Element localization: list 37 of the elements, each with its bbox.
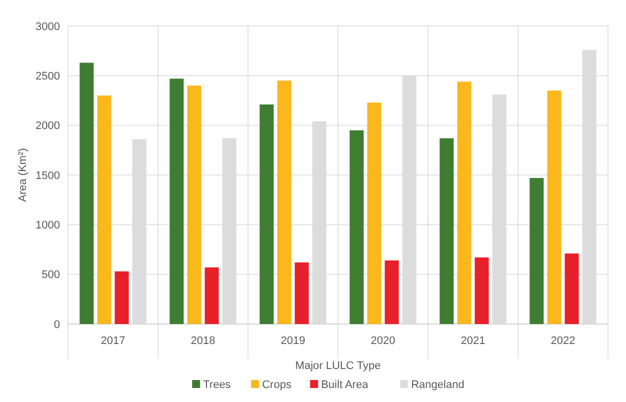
legend-label: Trees	[203, 379, 232, 391]
bar	[530, 178, 544, 324]
bar	[114, 271, 129, 324]
y-tick-label: 1500	[36, 170, 60, 182]
x-tick-label: 2018	[190, 335, 216, 347]
bar	[350, 130, 364, 324]
bar	[80, 62, 94, 324]
bar	[547, 90, 562, 324]
bar	[294, 262, 309, 324]
bar	[187, 86, 202, 324]
bar	[97, 96, 112, 324]
y-tick-label: 3000	[36, 20, 60, 33]
x-tick-label: 2017	[100, 335, 126, 347]
bar	[474, 257, 489, 324]
y-tick-label: 2500	[36, 70, 60, 83]
legend-label: Crops	[262, 379, 292, 391]
x-axis-title: Major LULC Type	[295, 360, 381, 372]
x-tick-label: 2022	[550, 335, 576, 347]
x-tick-label: 2020	[370, 335, 396, 347]
bar	[260, 104, 274, 324]
bar	[277, 80, 292, 324]
y-tick-label: 1000	[36, 220, 60, 232]
y-axis-title: Area (Km²)	[17, 148, 29, 202]
bar	[457, 82, 472, 324]
legend-label: Built Area	[321, 379, 370, 391]
legend-label: Rangeland	[411, 379, 464, 391]
y-tick-label: 2000	[36, 120, 60, 132]
bar	[170, 78, 184, 324]
bar	[564, 253, 579, 324]
y-tick-label: 0	[54, 318, 60, 331]
bar	[367, 102, 382, 324]
bar	[440, 138, 454, 324]
bar	[384, 260, 399, 324]
y-tick-label: 500	[42, 269, 60, 282]
x-tick-label: 2019	[280, 335, 306, 347]
bar	[204, 267, 219, 324]
x-tick-label: 2021	[460, 335, 486, 347]
